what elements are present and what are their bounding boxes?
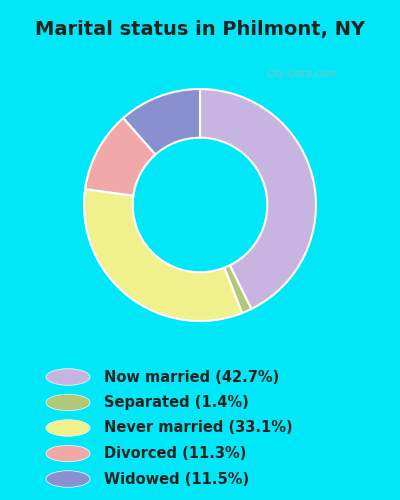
- Circle shape: [46, 369, 90, 385]
- Text: Divorced (11.3%): Divorced (11.3%): [104, 446, 246, 461]
- Text: Never married (33.1%): Never married (33.1%): [104, 420, 293, 436]
- Wedge shape: [85, 118, 156, 196]
- Circle shape: [46, 471, 90, 487]
- Text: Now married (42.7%): Now married (42.7%): [104, 370, 279, 384]
- Wedge shape: [224, 266, 251, 313]
- Wedge shape: [84, 189, 242, 321]
- Wedge shape: [123, 89, 200, 154]
- Circle shape: [46, 446, 90, 462]
- Circle shape: [46, 420, 90, 436]
- Text: Marital status in Philmont, NY: Marital status in Philmont, NY: [35, 20, 365, 40]
- Text: City-Data.com: City-Data.com: [267, 68, 336, 78]
- Wedge shape: [200, 89, 316, 309]
- Text: Separated (1.4%): Separated (1.4%): [104, 395, 249, 410]
- Circle shape: [46, 394, 90, 411]
- Text: Widowed (11.5%): Widowed (11.5%): [104, 472, 249, 486]
